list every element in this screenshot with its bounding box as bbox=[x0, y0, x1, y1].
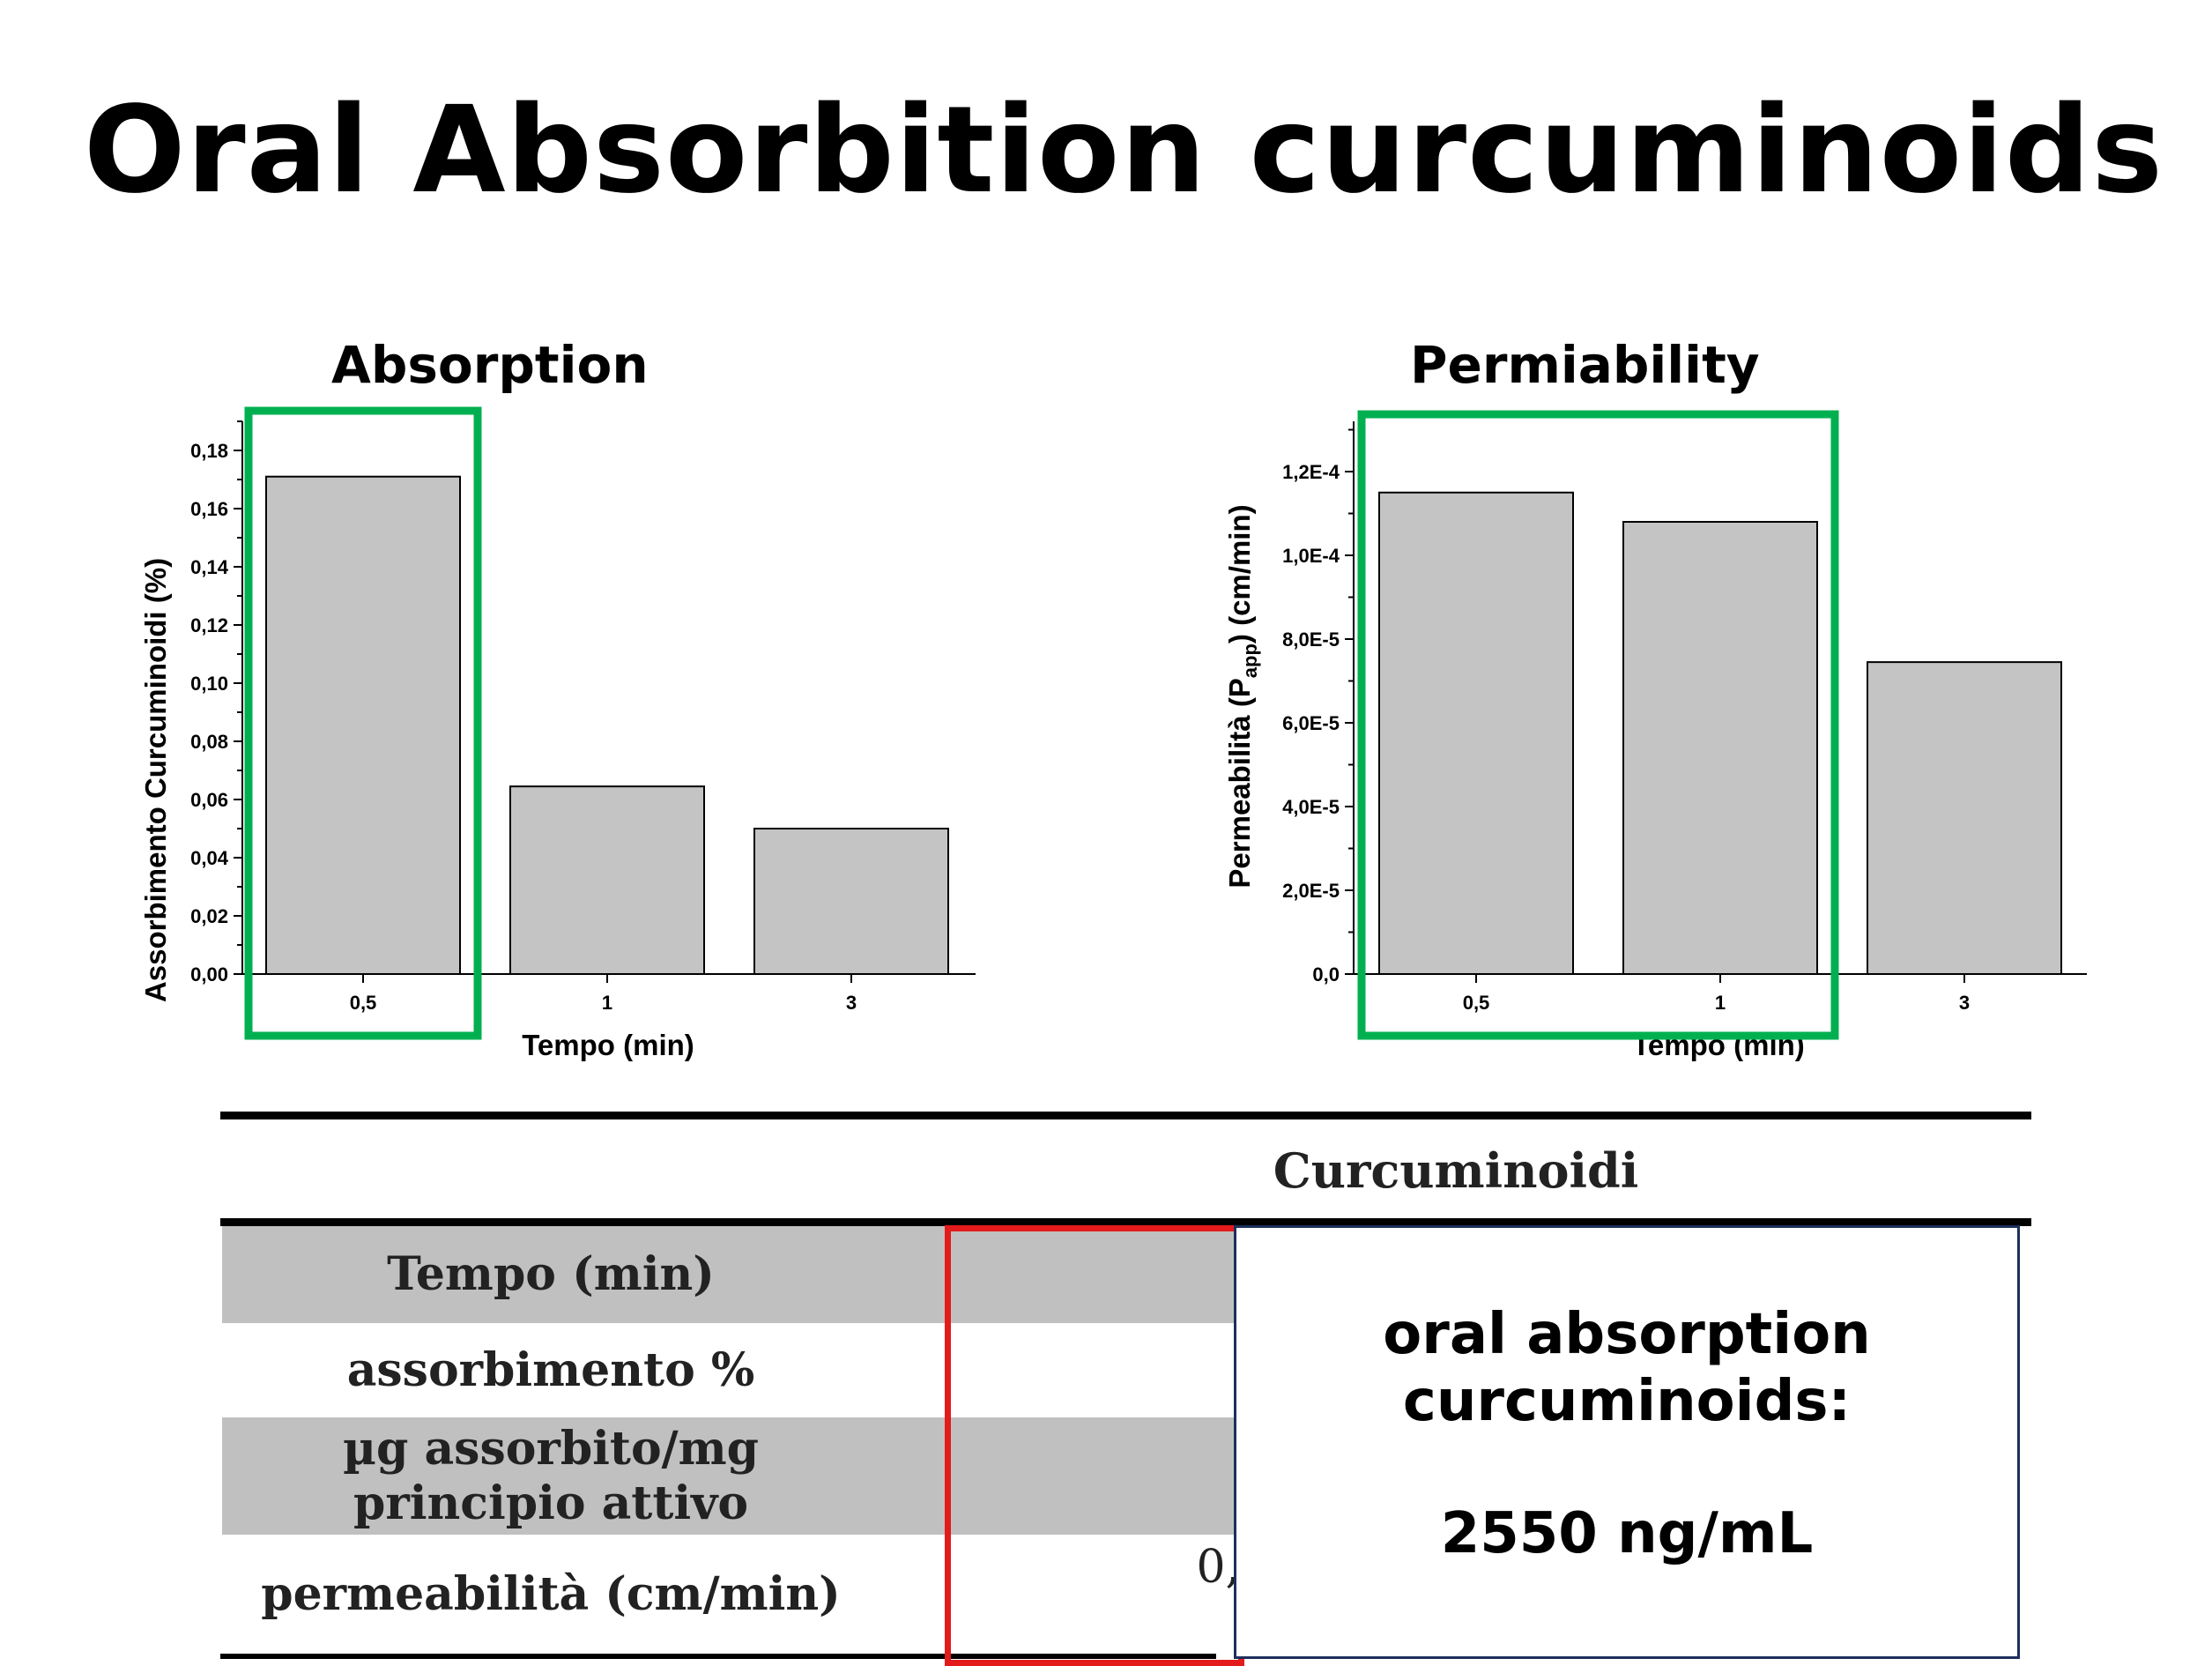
highlight-frame bbox=[1357, 410, 1839, 1040]
x-tick-label: 0,5 bbox=[1463, 992, 1490, 1014]
table-row: µg assorbito/mg principio attivo 1,71 bbox=[222, 1417, 1342, 1535]
y-tick-label: 0,00 bbox=[190, 963, 228, 985]
x-tick-label: 1 bbox=[602, 992, 612, 1014]
table-top-rule bbox=[220, 1112, 2031, 1119]
y-tick-label: 0,18 bbox=[190, 440, 228, 462]
y-tick-label: 0,0 bbox=[1312, 963, 1340, 985]
y-tick-label: 2,0E-5 bbox=[1282, 880, 1340, 902]
y-tick-label: 0,12 bbox=[190, 614, 228, 636]
row-label-assorbimento: assorbimento % bbox=[346, 1342, 755, 1397]
bar-1 bbox=[509, 785, 705, 976]
result-line-1: oral absorption bbox=[1383, 1302, 1871, 1367]
bar-0,5 bbox=[265, 475, 461, 975]
result-line-2: curcuminoids: bbox=[1402, 1369, 1852, 1434]
table-column-header: Curcuminoidi bbox=[1273, 1142, 1639, 1199]
bar-0,5 bbox=[1378, 491, 1574, 975]
bar-3 bbox=[753, 828, 949, 975]
y-tick-label: 1,2E-4 bbox=[1282, 461, 1340, 483]
y-tick-label: 0,10 bbox=[190, 673, 228, 695]
bar-3 bbox=[1867, 661, 2062, 975]
x-axis-title: Tempo (min) bbox=[522, 1029, 694, 1061]
y-tick-label: 0,16 bbox=[190, 498, 228, 520]
x-tick-label: 0,5 bbox=[350, 992, 377, 1014]
x-tick-label: 3 bbox=[846, 992, 857, 1014]
slide-title: Oral Absorbition curcuminoids bbox=[83, 81, 2164, 220]
y-tick-label: 8,0E-5 bbox=[1282, 628, 1340, 651]
y-tick-label: 0,02 bbox=[190, 905, 228, 927]
row-label-permeabilita: permeabilità (cm/min) bbox=[261, 1566, 841, 1621]
bar-1 bbox=[1622, 521, 1818, 975]
row-label-tempo: Tempo (min) bbox=[387, 1247, 715, 1301]
y-axis-title: Permeabilità (Papp) (cm/min) bbox=[1223, 504, 1261, 888]
result-box: oral absorption curcuminoids: 2550 ng/mL bbox=[1234, 1225, 2020, 1659]
y-tick-label: 0,06 bbox=[190, 789, 228, 811]
y-tick-label: 0,04 bbox=[190, 847, 229, 869]
absorption-chart-title: Absorption bbox=[331, 335, 649, 395]
y-tick-label: 4,0E-5 bbox=[1282, 796, 1340, 818]
highlight-frame bbox=[244, 406, 482, 1040]
result-value: 2550 ng/mL bbox=[1440, 1501, 1814, 1566]
highlight-column-frame bbox=[945, 1225, 1244, 1666]
row-label-ug-assorbito: µg assorbito/mg principio attivo bbox=[342, 1421, 760, 1530]
y-tick-label: 0,14 bbox=[190, 556, 229, 578]
x-tick-label: 1 bbox=[1715, 992, 1726, 1014]
y-tick-label: 1,0E-4 bbox=[1282, 545, 1340, 567]
y-tick-label: 6,0E-5 bbox=[1282, 712, 1340, 734]
table-bottom-rule bbox=[220, 1654, 1216, 1659]
y-axis-title: Assorbimento Curcuminoidi (%) bbox=[139, 558, 172, 1002]
table-header-rule bbox=[220, 1218, 2031, 1226]
permiability-chart-title: Permiability bbox=[1410, 335, 1760, 395]
x-tick-label: 3 bbox=[1959, 992, 1970, 1014]
y-tick-label: 0,08 bbox=[190, 731, 228, 753]
